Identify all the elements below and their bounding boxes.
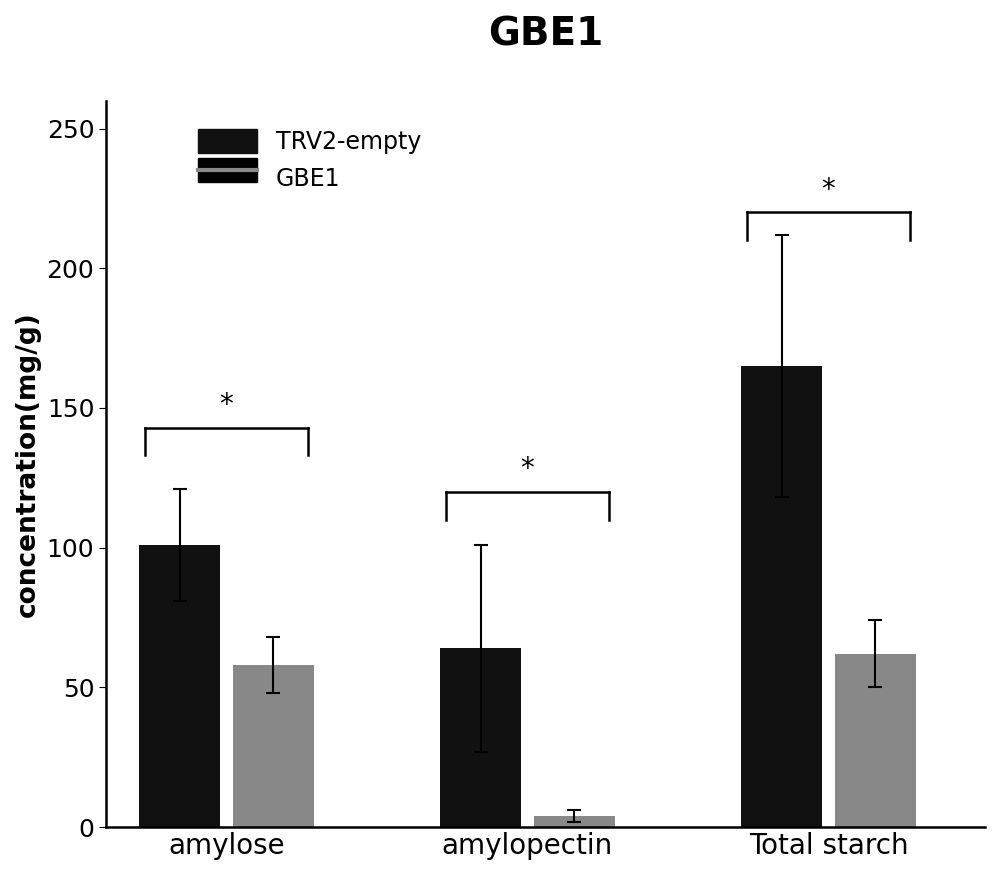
Title: GBE1: GBE1 (488, 15, 603, 53)
Y-axis label: concentration(mg/g): concentration(mg/g) (15, 311, 41, 617)
Bar (741, 366, 822, 827)
Bar (534, 816, 615, 827)
Bar (139, 545, 220, 827)
Bar (835, 654, 916, 827)
Legend: TRV2-empty, GBE1: TRV2-empty, GBE1 (188, 120, 430, 200)
Bar (440, 648, 521, 827)
Bar (233, 665, 314, 827)
Text: *: * (220, 391, 233, 419)
Text: *: * (822, 176, 835, 204)
Text: *: * (521, 455, 534, 483)
